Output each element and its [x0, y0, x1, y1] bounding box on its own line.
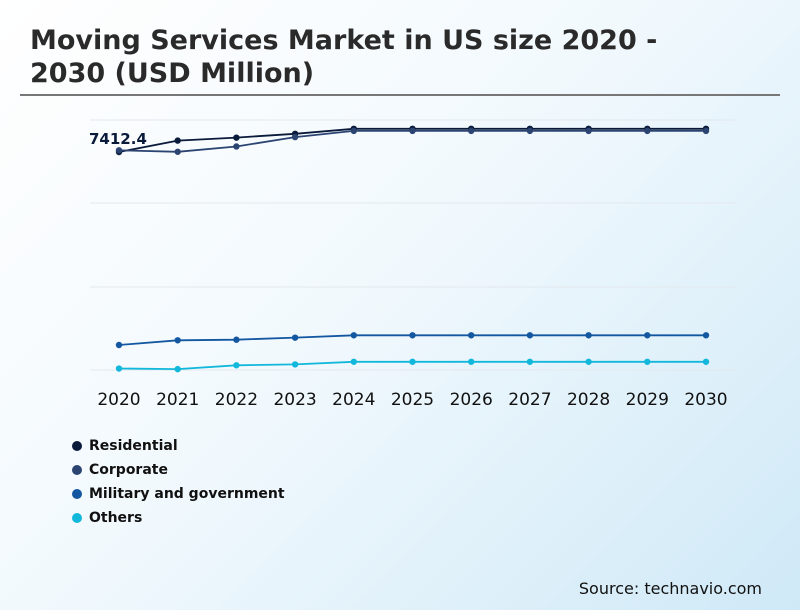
- data-point: [233, 336, 240, 343]
- data-point: [409, 332, 416, 339]
- data-point: [115, 365, 123, 372]
- legend-item: Others: [72, 506, 285, 530]
- x-tick-label: 2027: [508, 390, 551, 410]
- chart-title: Moving Services Market in US size 2020 -…: [30, 25, 658, 89]
- data-point: [115, 147, 123, 154]
- data-point: [233, 362, 240, 369]
- x-tick-label: 2020: [97, 390, 140, 410]
- data-point: [350, 358, 357, 365]
- legend-dot: [72, 489, 82, 499]
- data-point: [174, 137, 181, 144]
- data-point: [644, 358, 651, 365]
- data-point: [409, 358, 416, 365]
- data-point: [291, 334, 299, 341]
- data-point: [233, 143, 240, 150]
- x-tick-label: 2024: [332, 390, 375, 410]
- data-point: [526, 332, 534, 339]
- data-point: [468, 332, 475, 339]
- data-point: [644, 332, 651, 339]
- title-divider: [20, 94, 780, 96]
- data-point: [702, 358, 710, 365]
- data-point: [585, 358, 592, 365]
- chart-legend: Residential Corporate Military and governm…: [72, 434, 285, 530]
- x-tick-label: 2021: [156, 390, 199, 410]
- legend-label: Military and government: [89, 486, 285, 502]
- data-point: [174, 337, 181, 344]
- x-tick-label: 2029: [626, 390, 669, 410]
- x-tick-label: 2025: [391, 390, 434, 410]
- legend-item: Residential: [72, 434, 285, 458]
- x-tick-label: 2023: [273, 390, 316, 410]
- source-label: Source: technavio.com: [578, 579, 762, 598]
- legend-label: Others: [89, 510, 143, 526]
- data-point: [350, 332, 357, 339]
- data-point: [174, 365, 181, 373]
- data-point: [350, 127, 357, 135]
- data-point: [526, 358, 534, 365]
- data-point: [644, 127, 651, 135]
- x-tick-label: 2026: [450, 390, 493, 410]
- data-point: [468, 358, 475, 365]
- data-point: [585, 127, 592, 135]
- data-point: [585, 332, 592, 339]
- x-tick-label: 2030: [684, 390, 727, 410]
- legend-item: Military and government: [72, 482, 285, 506]
- data-point: [468, 127, 475, 135]
- legend-label: Residential: [89, 438, 178, 454]
- data-point: [702, 332, 710, 339]
- data-point: [233, 134, 240, 141]
- data-point: [174, 148, 181, 155]
- value-annotation: 7412.4: [89, 130, 147, 148]
- data-point: [291, 361, 299, 368]
- data-point: [409, 127, 416, 135]
- legend-dot: [72, 465, 82, 475]
- legend-item: Corporate: [72, 458, 285, 482]
- data-point: [291, 133, 299, 141]
- data-point: [702, 127, 710, 135]
- x-tick-label: 2028: [567, 390, 610, 410]
- data-point: [115, 341, 123, 349]
- legend-dot: [72, 441, 82, 451]
- data-point: [526, 127, 534, 135]
- legend-label: Corporate: [89, 462, 168, 478]
- legend-dot: [72, 513, 82, 523]
- x-tick-label: 2022: [215, 390, 258, 410]
